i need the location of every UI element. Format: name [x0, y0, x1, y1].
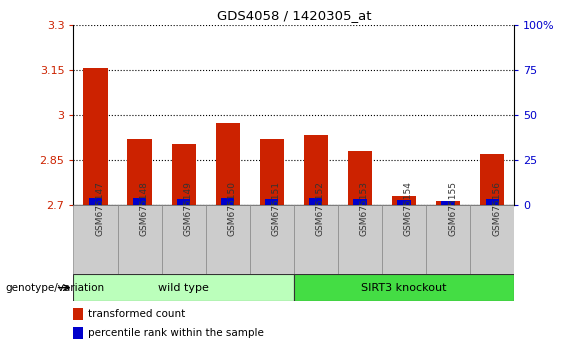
Bar	[470, 205, 514, 274]
Bar	[441, 200, 455, 205]
Bar	[294, 274, 514, 301]
Bar	[338, 205, 382, 274]
Bar	[265, 199, 279, 205]
Text: GSM675147: GSM675147	[95, 181, 105, 236]
Text: GSM675153: GSM675153	[360, 181, 369, 236]
Bar	[485, 199, 499, 205]
Bar	[73, 327, 83, 339]
Bar	[382, 205, 426, 274]
Text: SIRT3 knockout: SIRT3 knockout	[361, 282, 447, 293]
Bar	[133, 198, 146, 205]
Text: transformed count: transformed count	[88, 309, 185, 319]
Text: genotype/variation: genotype/variation	[6, 282, 105, 293]
Bar	[118, 205, 162, 274]
Text: GSM675150: GSM675150	[228, 181, 237, 236]
Text: percentile rank within the sample: percentile rank within the sample	[88, 328, 263, 338]
Bar	[206, 205, 250, 274]
Text: GSM675151: GSM675151	[272, 181, 281, 236]
Text: GSM675156: GSM675156	[492, 181, 501, 236]
Bar	[221, 198, 234, 205]
Bar	[294, 205, 338, 274]
Bar	[436, 201, 460, 205]
Bar	[216, 122, 240, 205]
Bar	[162, 205, 206, 274]
Bar	[309, 198, 323, 205]
Text: GSM675152: GSM675152	[316, 181, 325, 236]
Bar	[89, 198, 102, 205]
Bar	[480, 154, 504, 205]
Text: wild type: wild type	[158, 282, 209, 293]
Bar	[172, 144, 195, 205]
Bar	[73, 205, 118, 274]
Bar	[260, 139, 284, 205]
Text: GSM675154: GSM675154	[404, 181, 413, 236]
Bar	[84, 68, 107, 205]
Bar	[426, 205, 470, 274]
Title: GDS4058 / 1420305_at: GDS4058 / 1420305_at	[216, 9, 371, 22]
Bar	[250, 205, 294, 274]
Bar	[128, 139, 151, 205]
Bar	[353, 199, 367, 205]
Bar	[73, 274, 294, 301]
Bar	[304, 135, 328, 205]
Bar	[73, 308, 83, 320]
Text: GSM675149: GSM675149	[184, 181, 193, 236]
Bar	[177, 199, 190, 205]
Bar	[348, 151, 372, 205]
Text: GSM675155: GSM675155	[448, 181, 457, 236]
Text: GSM675148: GSM675148	[140, 181, 149, 236]
Bar	[397, 200, 411, 205]
Bar	[392, 196, 416, 205]
